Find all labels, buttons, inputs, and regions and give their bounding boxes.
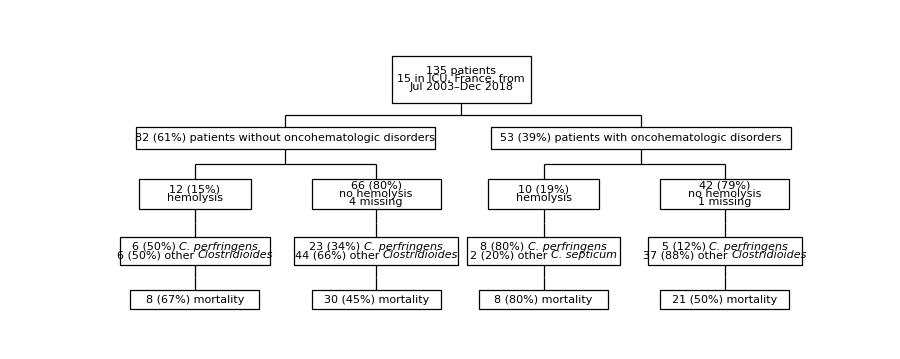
Text: 135 patients: 135 patients: [427, 66, 496, 76]
Text: 44 (66%) other: 44 (66%) other: [294, 250, 382, 260]
FancyBboxPatch shape: [467, 237, 620, 265]
Text: C. perfringens: C. perfringens: [527, 242, 607, 252]
Text: 15 in ICU, France, from: 15 in ICU, France, from: [398, 74, 525, 84]
FancyBboxPatch shape: [120, 237, 270, 265]
Text: 8 (80%) mortality: 8 (80%) mortality: [494, 295, 593, 304]
FancyBboxPatch shape: [661, 290, 789, 309]
Text: 6 (50%) other: 6 (50%) other: [117, 250, 197, 260]
FancyBboxPatch shape: [139, 178, 250, 209]
Text: no hemolysis: no hemolysis: [339, 189, 413, 199]
Text: hemolysis: hemolysis: [166, 193, 223, 203]
Text: 8 (80%): 8 (80%): [481, 242, 527, 252]
Text: 2 (20%) other: 2 (20%) other: [470, 250, 551, 260]
Text: 53 (39%) patients with oncohematologic disorders: 53 (39%) patients with oncohematologic d…: [500, 132, 782, 143]
Text: 37 (88%) other: 37 (88%) other: [644, 250, 731, 260]
Text: no hemolysis: no hemolysis: [688, 189, 761, 199]
FancyBboxPatch shape: [491, 127, 791, 149]
Text: C. septicum: C. septicum: [551, 250, 616, 260]
Text: Clostridioides: Clostridioides: [382, 250, 458, 260]
FancyBboxPatch shape: [648, 237, 802, 265]
Text: 42 (79%): 42 (79%): [699, 181, 751, 190]
Text: 21 (50%) mortality: 21 (50%) mortality: [672, 295, 778, 304]
Text: 5 (12%): 5 (12%): [662, 242, 709, 252]
Text: C. perfringens: C. perfringens: [179, 242, 257, 252]
FancyBboxPatch shape: [136, 127, 436, 149]
FancyBboxPatch shape: [294, 237, 458, 265]
Text: Clostridioides: Clostridioides: [197, 250, 273, 260]
Text: Clostridioides: Clostridioides: [731, 250, 806, 260]
Text: 8 (67%) mortality: 8 (67%) mortality: [146, 295, 244, 304]
Text: 82 (61%) patients without oncohematologic disorders: 82 (61%) patients without oncohematologi…: [136, 132, 436, 143]
Text: hemolysis: hemolysis: [516, 193, 572, 203]
FancyBboxPatch shape: [392, 56, 531, 103]
Text: C. perfringens: C. perfringens: [364, 242, 443, 252]
Text: 12 (15%): 12 (15%): [169, 185, 220, 195]
Text: 4 missing: 4 missing: [349, 197, 403, 207]
Text: Jul 2003–Dec 2018: Jul 2003–Dec 2018: [410, 82, 513, 92]
FancyBboxPatch shape: [488, 178, 599, 209]
Text: 6 (50%): 6 (50%): [131, 242, 179, 252]
FancyBboxPatch shape: [311, 178, 441, 209]
FancyBboxPatch shape: [661, 178, 789, 209]
FancyBboxPatch shape: [130, 290, 259, 309]
FancyBboxPatch shape: [479, 290, 608, 309]
FancyBboxPatch shape: [311, 290, 441, 309]
Text: 23 (34%): 23 (34%): [310, 242, 364, 252]
Text: 10 (19%): 10 (19%): [518, 185, 569, 195]
Text: 30 (45%) mortality: 30 (45%) mortality: [323, 295, 428, 304]
Text: C. perfringens: C. perfringens: [709, 242, 788, 252]
Text: 1 missing: 1 missing: [698, 197, 751, 207]
Text: 66 (80%): 66 (80%): [351, 181, 401, 190]
